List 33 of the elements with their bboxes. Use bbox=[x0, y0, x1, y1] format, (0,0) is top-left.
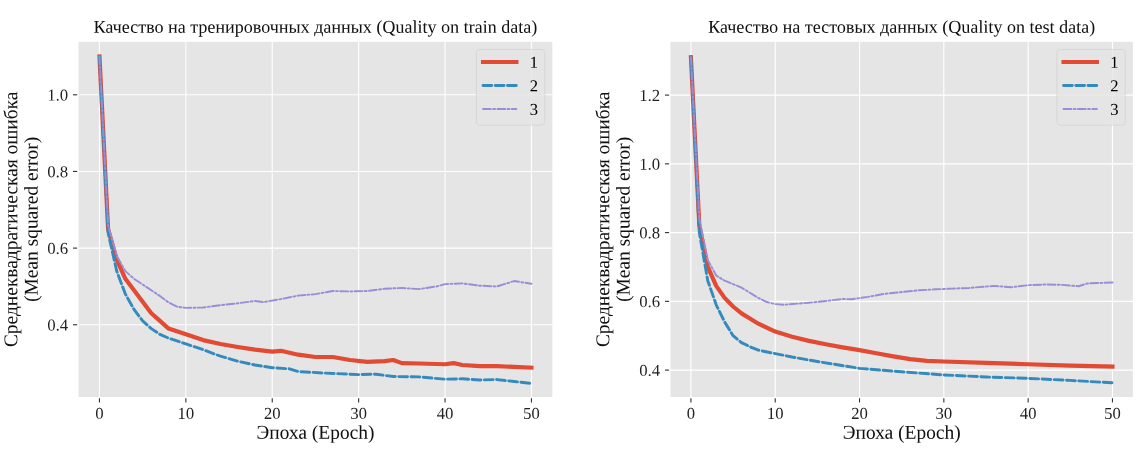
x-axis-title: Эпоха (Epoch) bbox=[843, 425, 960, 443]
x-tick-label: 10 bbox=[768, 407, 783, 420]
x-tick-label: 0 bbox=[95, 407, 103, 420]
y-tick-label: 1.0 bbox=[640, 158, 660, 170]
y-tick-label: 0.4 bbox=[47, 319, 68, 331]
y-tick-label: 1.2 bbox=[640, 89, 660, 102]
chart-title: Качество на тестовых данных (Quality on test data) bbox=[708, 20, 1095, 37]
y-axis-title: Среднеквадратическая ошибка (Mean squared error) bbox=[595, 91, 634, 347]
x-tick-label: 40 bbox=[437, 407, 453, 420]
y-tick-label: 0.8 bbox=[47, 166, 68, 178]
y-tick-label: 0.8 bbox=[639, 227, 660, 239]
x-tick-label: 30 bbox=[936, 407, 952, 420]
y-tick-label: 0.4 bbox=[639, 364, 660, 377]
legend-label: 1 bbox=[1111, 56, 1118, 68]
legend-label: 3 bbox=[1111, 103, 1118, 116]
legend-label: 3 bbox=[530, 103, 538, 116]
y-tick-label: 0.6 bbox=[47, 242, 68, 255]
x-tick-label: 20 bbox=[851, 407, 868, 420]
chart-title: Качество на тренировочных данных (Quality on train data) bbox=[94, 20, 537, 37]
x-tick-label: 20 bbox=[264, 407, 280, 420]
legend-label: 2 bbox=[1110, 80, 1118, 92]
x-tick-label: 50 bbox=[1105, 407, 1121, 420]
legend-label: 2 bbox=[530, 80, 538, 92]
x-axis-title: Эпоха (Epoch) bbox=[257, 425, 374, 443]
y-axis-title: Среднеквадратическая ошибка (Mean squared error) bbox=[3, 91, 42, 347]
x-tick-label: 50 bbox=[524, 407, 540, 420]
x-tick-label: 10 bbox=[178, 407, 194, 420]
x-tick-label: 30 bbox=[351, 407, 367, 420]
y-tick-label: 1.0 bbox=[48, 89, 68, 101]
legend-label: 1 bbox=[531, 56, 538, 68]
y-tick-label: 0.6 bbox=[639, 296, 660, 308]
x-tick-label: 40 bbox=[1020, 407, 1036, 420]
x-tick-label: 0 bbox=[687, 407, 695, 420]
